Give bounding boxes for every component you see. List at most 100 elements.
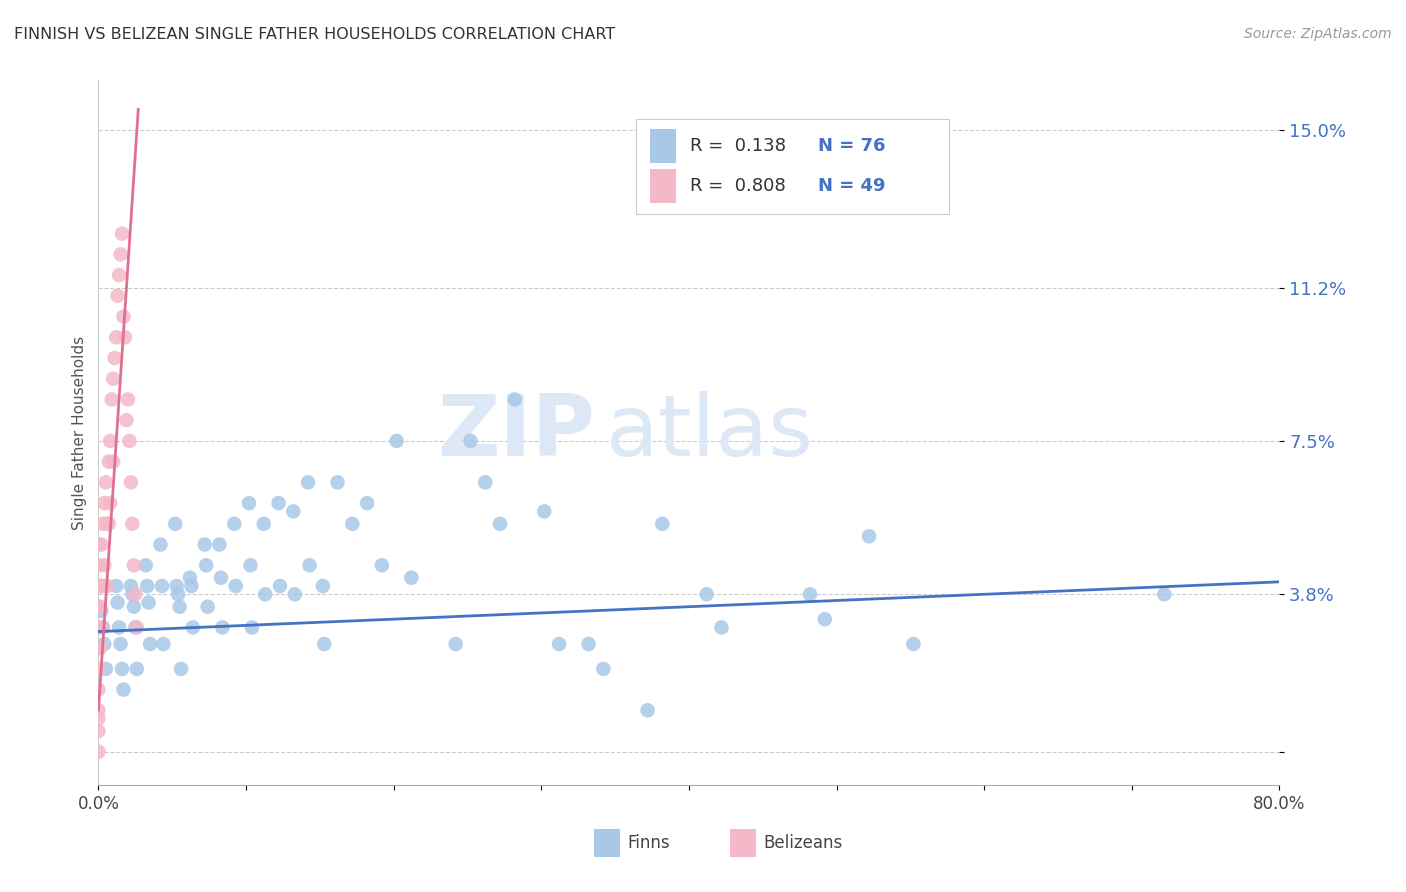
Point (312, 579, 335, 593)
Point (139, 637, 162, 651)
Point (91, 579, 114, 593)
Point (87, 703, 110, 717)
Point (858, 529, 880, 543)
Text: FINNISH VS BELIZEAN SINGLE FATHER HOUSEHOLDS CORRELATION CHART: FINNISH VS BELIZEAN SINGLE FATHER HOUSEH… (14, 27, 616, 42)
Text: Source: ZipAtlas.com: Source: ZipAtlas.com (1244, 27, 1392, 41)
Point (298, 558, 321, 573)
Point (87, 599, 110, 614)
Point (91, 516, 114, 531)
Point (94, 662, 117, 676)
Point (125, 620, 148, 634)
Point (211, 620, 233, 634)
Text: ZIP: ZIP (437, 391, 595, 475)
Point (121, 516, 143, 531)
Point (91, 620, 114, 634)
Point (503, 392, 526, 407)
Point (87, 641, 110, 656)
Point (90, 537, 112, 551)
Point (180, 579, 202, 593)
Point (209, 571, 232, 585)
Point (1153, 587, 1175, 601)
Point (356, 496, 378, 510)
Bar (650, 129, 676, 162)
Point (799, 587, 821, 601)
Point (110, 247, 132, 261)
Point (122, 599, 145, 614)
Point (297, 475, 319, 490)
Point (167, 587, 190, 601)
Point (474, 475, 496, 490)
Point (121, 587, 143, 601)
Point (111, 662, 134, 676)
Point (283, 504, 305, 518)
Point (112, 682, 135, 697)
Point (197, 599, 219, 614)
Point (239, 558, 262, 573)
Point (100, 392, 122, 407)
Point (254, 587, 277, 601)
Bar (650, 169, 676, 202)
Point (89, 599, 111, 614)
Point (114, 330, 136, 344)
Point (90, 579, 112, 593)
Bar (730, 829, 756, 857)
Point (90, 620, 112, 634)
Point (94, 475, 117, 490)
Point (651, 516, 673, 531)
Point (194, 537, 217, 551)
Point (269, 579, 291, 593)
Point (111, 227, 134, 241)
Point (637, 703, 659, 717)
Point (253, 516, 276, 531)
Point (224, 516, 246, 531)
Text: R =  0.808: R = 0.808 (690, 177, 786, 195)
Point (267, 496, 290, 510)
Point (97, 516, 120, 531)
Point (120, 475, 142, 490)
Point (124, 587, 146, 601)
Point (170, 662, 193, 676)
Text: Finns: Finns (627, 834, 671, 852)
Point (814, 612, 837, 626)
Point (87, 724, 110, 739)
Point (87, 558, 110, 573)
Point (903, 637, 925, 651)
Point (97, 455, 120, 469)
Point (93, 558, 115, 573)
Point (489, 516, 512, 531)
FancyBboxPatch shape (636, 119, 949, 214)
Point (342, 516, 364, 531)
Point (115, 413, 138, 427)
Point (150, 579, 173, 593)
Point (103, 372, 125, 386)
Point (166, 579, 188, 593)
Point (87, 599, 110, 614)
Point (326, 475, 349, 490)
Point (87, 682, 110, 697)
Point (578, 637, 600, 651)
Point (107, 289, 129, 303)
Point (118, 434, 141, 448)
Point (314, 637, 336, 651)
Point (93, 637, 115, 651)
Point (87, 745, 110, 759)
Point (138, 596, 160, 610)
Point (460, 434, 482, 448)
Text: atlas: atlas (606, 391, 814, 475)
Text: N = 76: N = 76 (818, 136, 886, 155)
Point (385, 434, 408, 448)
Point (105, 579, 128, 593)
Point (135, 558, 157, 573)
Point (108, 620, 131, 634)
Point (208, 537, 231, 551)
Point (165, 516, 187, 531)
Text: N = 49: N = 49 (818, 177, 886, 195)
Point (371, 558, 394, 573)
Point (136, 579, 159, 593)
Y-axis label: Single Father Households: Single Father Households (72, 335, 87, 530)
Point (548, 637, 571, 651)
Point (592, 662, 614, 676)
Bar (595, 829, 620, 857)
Point (107, 596, 129, 610)
Point (112, 310, 135, 324)
